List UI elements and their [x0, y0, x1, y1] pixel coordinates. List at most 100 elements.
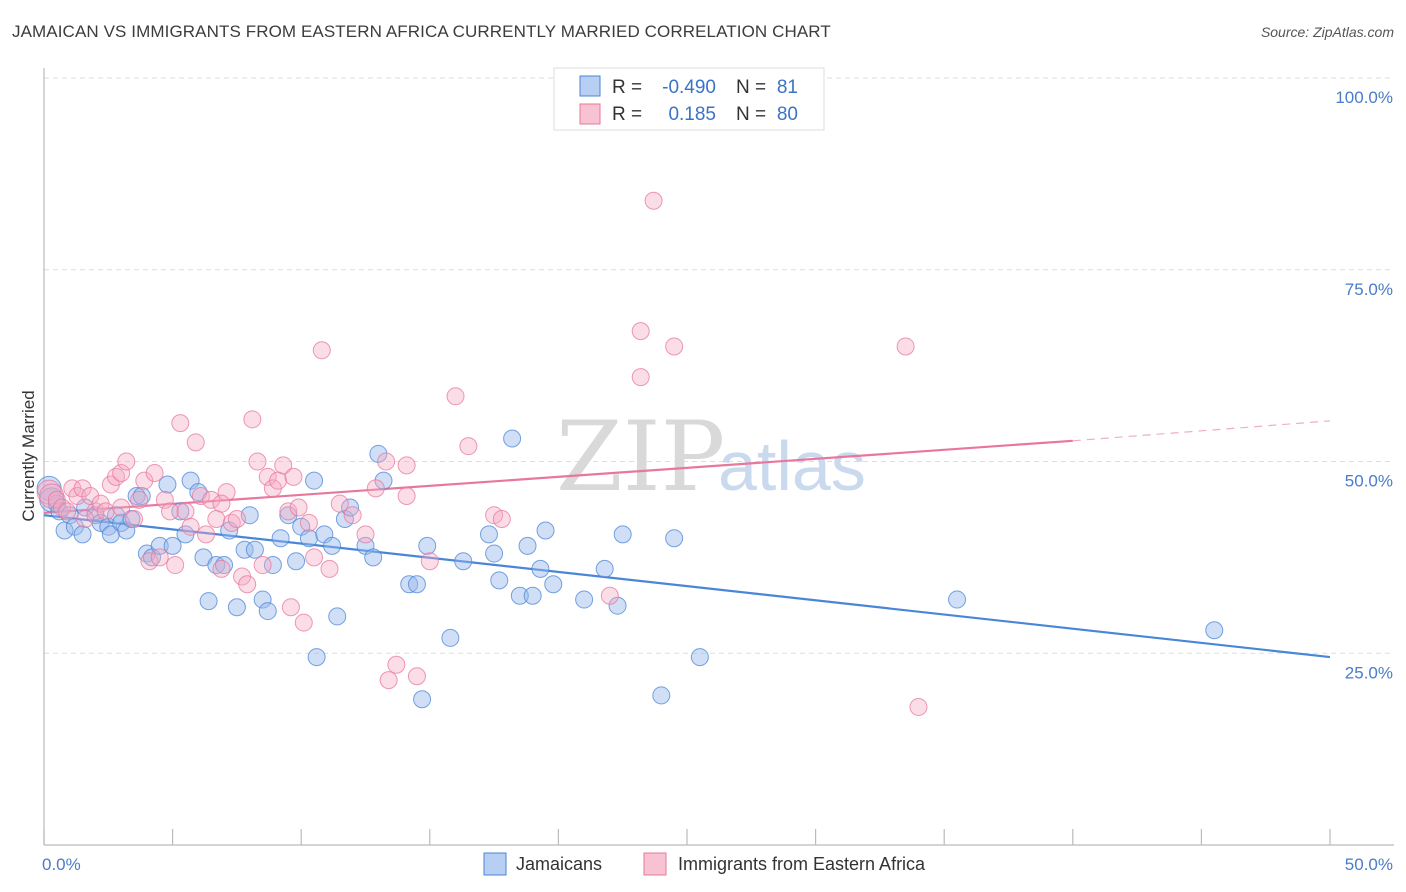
legend-swatch-eastern-africa — [579, 103, 601, 125]
eastern-africa-point — [212, 494, 231, 513]
eastern-africa-point — [76, 510, 95, 529]
eastern-africa-point — [248, 452, 267, 471]
legend-swatch-jamaicans — [579, 75, 601, 97]
eastern-africa-point — [145, 464, 164, 483]
eastern-africa-point — [459, 437, 478, 456]
jamaican-point — [518, 536, 537, 555]
legend-r-value-1: -0.490 — [662, 77, 716, 98]
eastern-africa-point — [665, 337, 684, 356]
eastern-africa-point — [217, 483, 236, 502]
eastern-africa-point — [96, 502, 115, 521]
eastern-africa-point — [181, 517, 200, 536]
jamaican-trend-line — [43, 514, 1331, 659]
legend-r-value-2: 0.185 — [668, 104, 716, 125]
eastern-africa-point — [186, 433, 205, 452]
jamaican-point — [665, 529, 684, 548]
eastern-africa-point — [258, 467, 277, 486]
eastern-africa-point — [117, 452, 136, 471]
eastern-africa-point — [420, 552, 439, 571]
jamaican-point — [101, 525, 120, 544]
eastern-africa-point — [896, 337, 915, 356]
jamaican-point — [287, 552, 306, 571]
eastern-africa-point — [155, 490, 174, 509]
jamaican-point — [158, 475, 177, 494]
eastern-africa-point — [197, 525, 216, 544]
eastern-africa-point — [166, 556, 185, 575]
jamaican-point — [485, 544, 504, 563]
eastern-africa-point — [397, 456, 416, 475]
jamaican-point — [299, 529, 318, 548]
eastern-africa-point — [631, 322, 650, 341]
bottom-legend: Jamaicans Immigrants from Eastern Africa — [483, 852, 926, 876]
eastern-africa-point — [191, 487, 210, 506]
eastern-africa-point — [299, 513, 318, 532]
eastern-africa-point — [130, 490, 149, 509]
eastern-africa-point — [58, 502, 77, 521]
eastern-africa-point — [135, 471, 154, 490]
eastern-africa-point — [492, 510, 511, 529]
x-tick-label-max: 50.0% — [1345, 855, 1393, 874]
tick-labels: 100.0% 75.0% 50.0% 25.0% 0.0% 50.0% — [42, 88, 1393, 874]
legend-r-label-1: R = — [612, 77, 642, 98]
eastern-africa-point — [212, 559, 231, 578]
eastern-africa-point — [600, 586, 619, 605]
jamaican-point — [307, 648, 326, 667]
bottom-legend-label-jamaicans: Jamaicans — [516, 854, 602, 874]
eastern-africa-point — [39, 483, 65, 509]
jamaican-point — [441, 628, 460, 647]
eastern-africa-point — [379, 671, 398, 690]
grid-lines — [44, 77, 1394, 654]
jamaican-point — [490, 571, 509, 590]
eastern-africa-point — [269, 471, 288, 490]
jamaican-point — [652, 686, 671, 705]
eastern-africa-point — [171, 414, 190, 433]
jamaican-point — [65, 517, 84, 536]
eastern-africa-point — [279, 502, 298, 521]
y-tick-label: 50.0% — [1345, 472, 1393, 491]
jamaican-point — [536, 521, 555, 540]
legend-n-value-2: 80 — [777, 104, 798, 125]
jamaican-point — [374, 471, 393, 490]
jamaican-point — [199, 592, 218, 611]
jamaican-point — [608, 596, 627, 615]
eastern-africa-point — [343, 506, 362, 525]
chart-title: JAMAICAN VS IMMIGRANTS FROM EASTERN AFRI… — [12, 22, 831, 41]
eastern-africa-point — [281, 598, 300, 617]
eastern-africa-point — [176, 502, 195, 521]
jamaican-point — [454, 552, 473, 571]
eastern-africa-point — [161, 502, 180, 521]
jamaican-point — [73, 525, 92, 544]
jamaican-point — [407, 575, 426, 594]
jamaican-point — [163, 536, 182, 555]
jamaican-point — [271, 529, 290, 548]
eastern-africa-point — [140, 552, 159, 571]
watermark-zip: ZIP — [556, 401, 725, 513]
jamaican-point — [531, 559, 550, 578]
watermark: ZIP atlas — [556, 401, 866, 513]
eastern-africa-trend-line — [43, 439, 1073, 514]
eastern-africa-point — [312, 341, 331, 360]
trend-lines — [43, 420, 1331, 659]
jamaican-point — [613, 525, 632, 544]
eastern-africa-point — [644, 191, 663, 210]
eastern-africa-point — [274, 456, 293, 475]
bottom-legend-swatch-eastern-africa — [643, 852, 667, 876]
eastern-africa-point — [207, 510, 226, 529]
jamaican-point — [227, 598, 246, 617]
axes — [43, 68, 1394, 846]
eastern-africa-point — [305, 548, 324, 567]
jamaican-point — [369, 444, 388, 463]
jamaican-point — [1205, 621, 1224, 640]
jamaican-point — [503, 429, 522, 448]
y-tick-label: 75.0% — [1345, 280, 1393, 299]
jamaican-point — [523, 586, 542, 605]
eastern-africa-point — [284, 467, 303, 486]
eastern-africa-point — [407, 667, 426, 686]
jamaican-point — [279, 506, 298, 525]
bottom-legend-label-eastern-africa: Immigrants from Eastern Africa — [678, 854, 926, 874]
jamaican-point — [690, 648, 709, 667]
bottom-legend-swatch-jamaicans — [483, 852, 507, 876]
eastern-africa-point — [294, 613, 313, 632]
jamaican-point — [253, 590, 272, 609]
